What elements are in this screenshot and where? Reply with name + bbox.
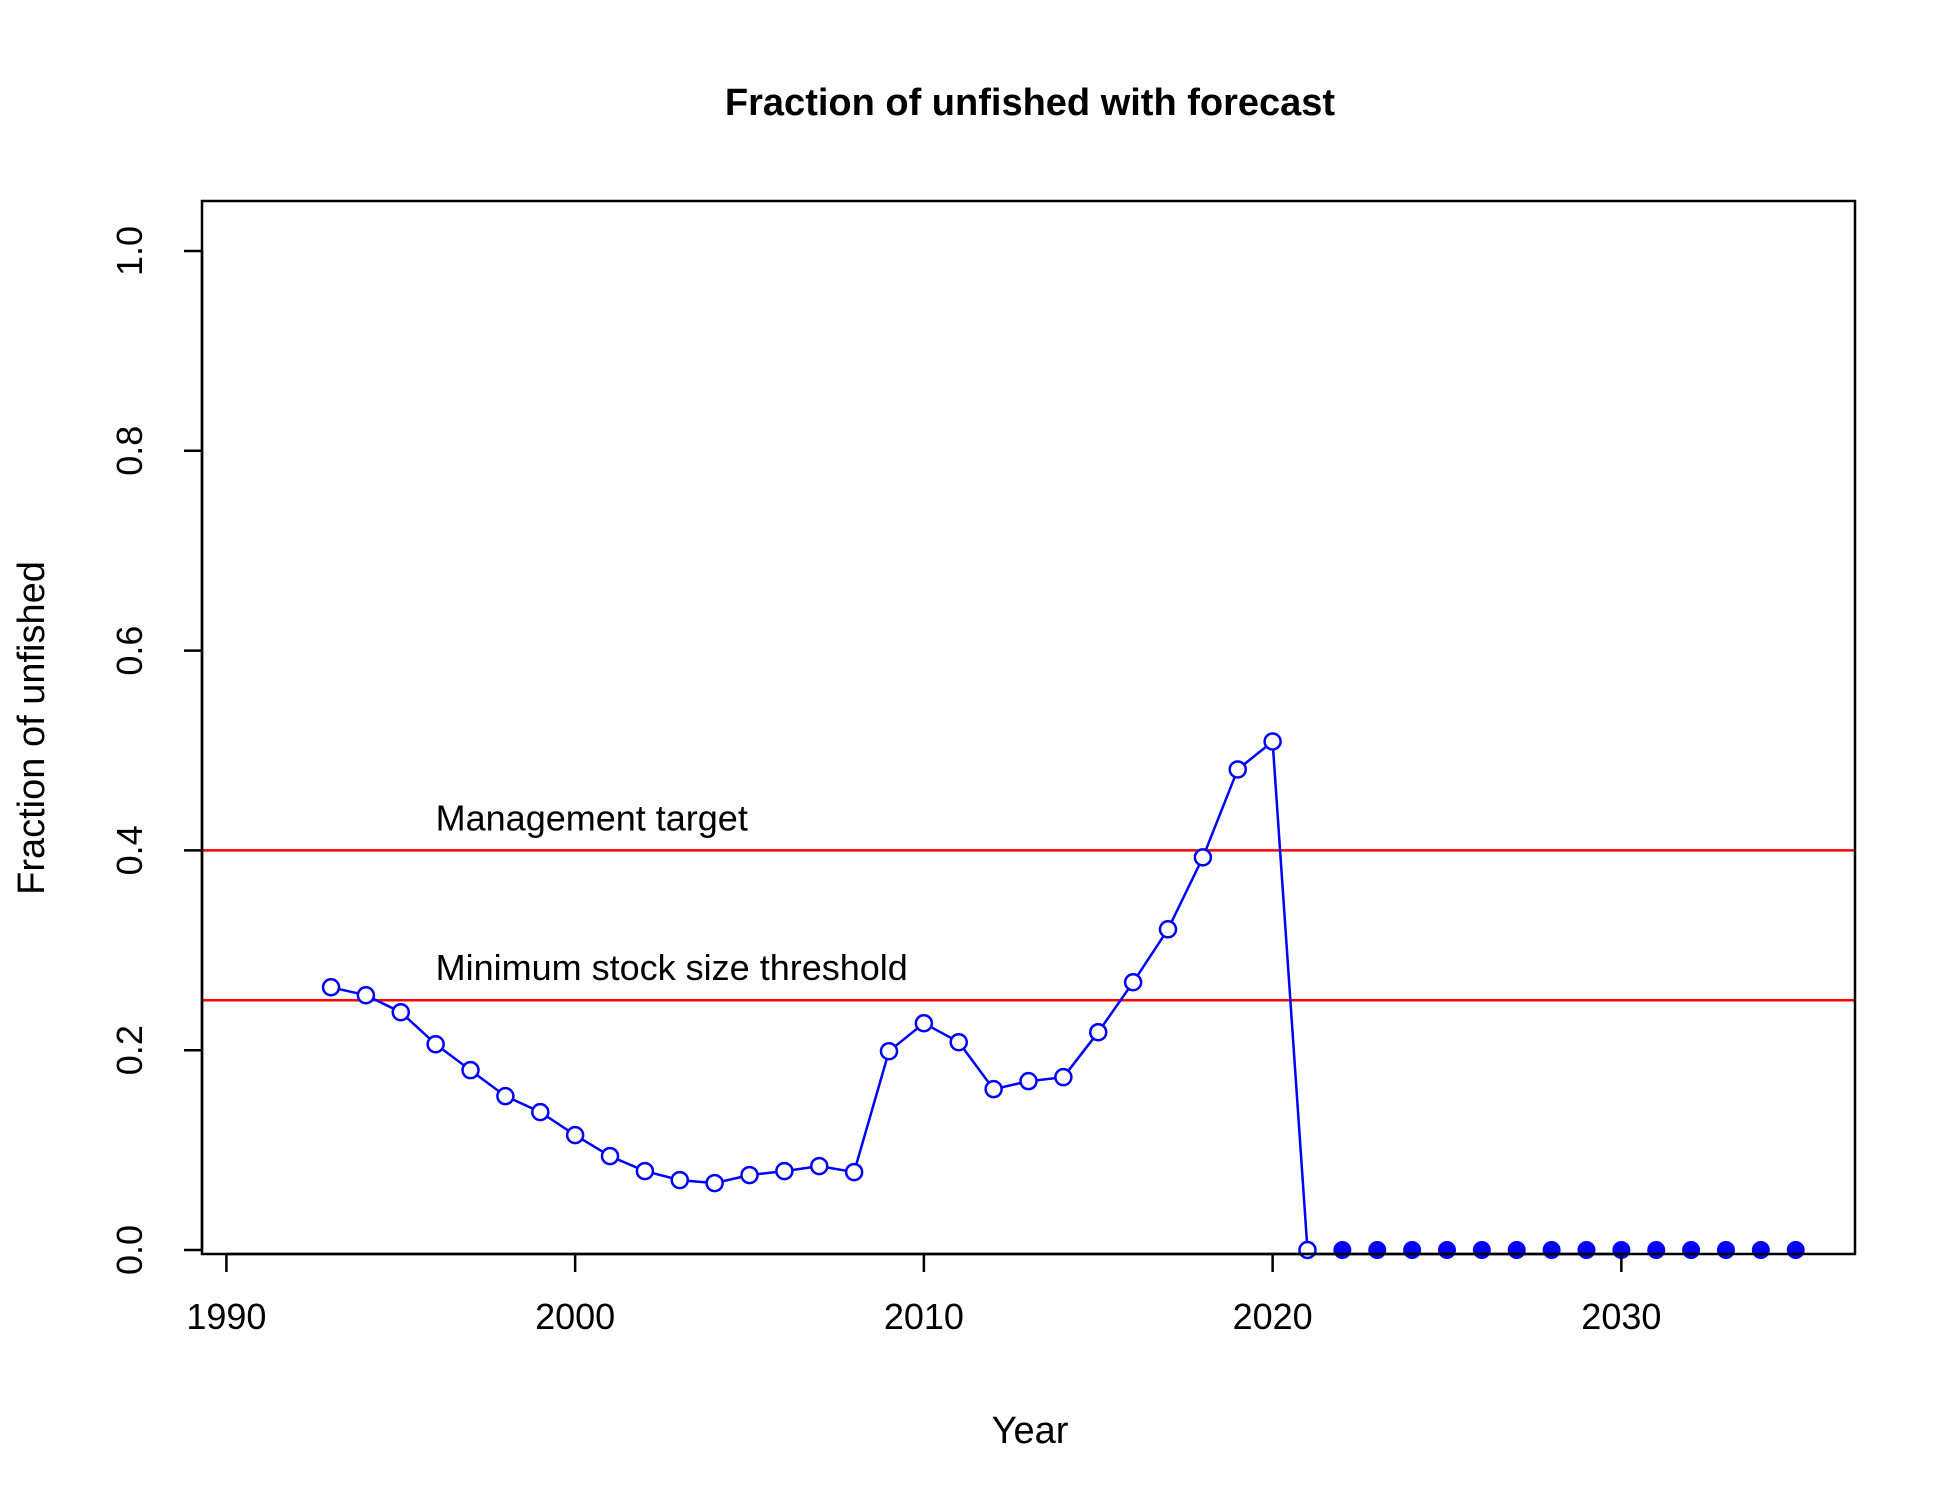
data-point xyxy=(391,1002,411,1022)
data-point xyxy=(1019,1071,1038,1091)
forecast-point xyxy=(1682,1241,1701,1260)
forecast-point xyxy=(1542,1241,1561,1260)
data-point xyxy=(1123,973,1143,992)
data-point xyxy=(531,1102,550,1122)
reference-line-label: Minimum stock size threshold xyxy=(436,947,908,988)
data-point xyxy=(1193,848,1213,867)
data-point xyxy=(844,1162,864,1182)
data-point xyxy=(600,1146,620,1166)
data-point xyxy=(426,1034,445,1054)
data-point xyxy=(879,1041,899,1061)
x-tick-label: 2010 xyxy=(884,1296,964,1337)
data-point xyxy=(496,1086,515,1106)
x-axis-title: Year xyxy=(992,1410,1069,1452)
y-tick-label: 0.8 xyxy=(109,426,150,476)
data-point xyxy=(565,1125,585,1145)
forecast-point xyxy=(1647,1241,1666,1260)
x-tick-label: 1990 xyxy=(186,1296,266,1337)
reference-lines: Management target Minimum stock size thre… xyxy=(202,797,1855,1002)
data-point xyxy=(984,1079,1003,1099)
y-tick-label: 0.0 xyxy=(109,1225,150,1275)
y-axis-title: Fraction of unfished xyxy=(11,561,53,895)
forecast-point xyxy=(1403,1241,1422,1260)
data-point xyxy=(1263,732,1282,751)
data-point xyxy=(461,1060,480,1080)
x-axis: 1990 2000 2010 2020 2030 xyxy=(186,1252,1661,1337)
data-point xyxy=(670,1170,690,1190)
data-point xyxy=(321,978,341,997)
forecast-point xyxy=(1786,1241,1805,1260)
x-tick-label: 2030 xyxy=(1581,1296,1661,1337)
data-point xyxy=(705,1173,724,1193)
data-point xyxy=(740,1165,759,1185)
reference-line-label: Management target xyxy=(436,797,748,838)
y-tick-label: 0.2 xyxy=(109,1025,150,1075)
data-point xyxy=(949,1032,969,1052)
data-point xyxy=(356,985,376,1005)
data-point xyxy=(810,1156,829,1176)
data-point xyxy=(775,1161,794,1181)
x-tick-label: 2020 xyxy=(1233,1296,1313,1337)
forecast-point xyxy=(1577,1241,1596,1260)
data-point xyxy=(914,1013,934,1033)
data-point xyxy=(1298,1240,1317,1260)
forecast-point xyxy=(1507,1241,1526,1260)
forecast-point xyxy=(1716,1241,1735,1260)
y-axis: 0.0 0.2 0.4 0.6 0.8 1.0 xyxy=(109,226,204,1275)
forecast-point xyxy=(1333,1241,1352,1260)
data-point xyxy=(635,1161,655,1181)
data-point xyxy=(1158,920,1178,939)
data-point xyxy=(1228,760,1247,779)
y-tick-label: 0.6 xyxy=(109,626,150,676)
data-point xyxy=(1054,1067,1073,1087)
chart-title: Fraction of unfished with forecast xyxy=(725,82,1335,124)
data-point xyxy=(1088,1022,1108,1042)
forecast-point xyxy=(1437,1241,1456,1260)
forecast-point xyxy=(1751,1241,1770,1260)
forecast-point xyxy=(1368,1241,1387,1260)
forecast-point xyxy=(1472,1241,1491,1260)
y-tick-label: 1.0 xyxy=(109,226,150,276)
y-tick-label: 0.4 xyxy=(109,825,150,875)
x-tick-label: 2000 xyxy=(535,1296,615,1337)
